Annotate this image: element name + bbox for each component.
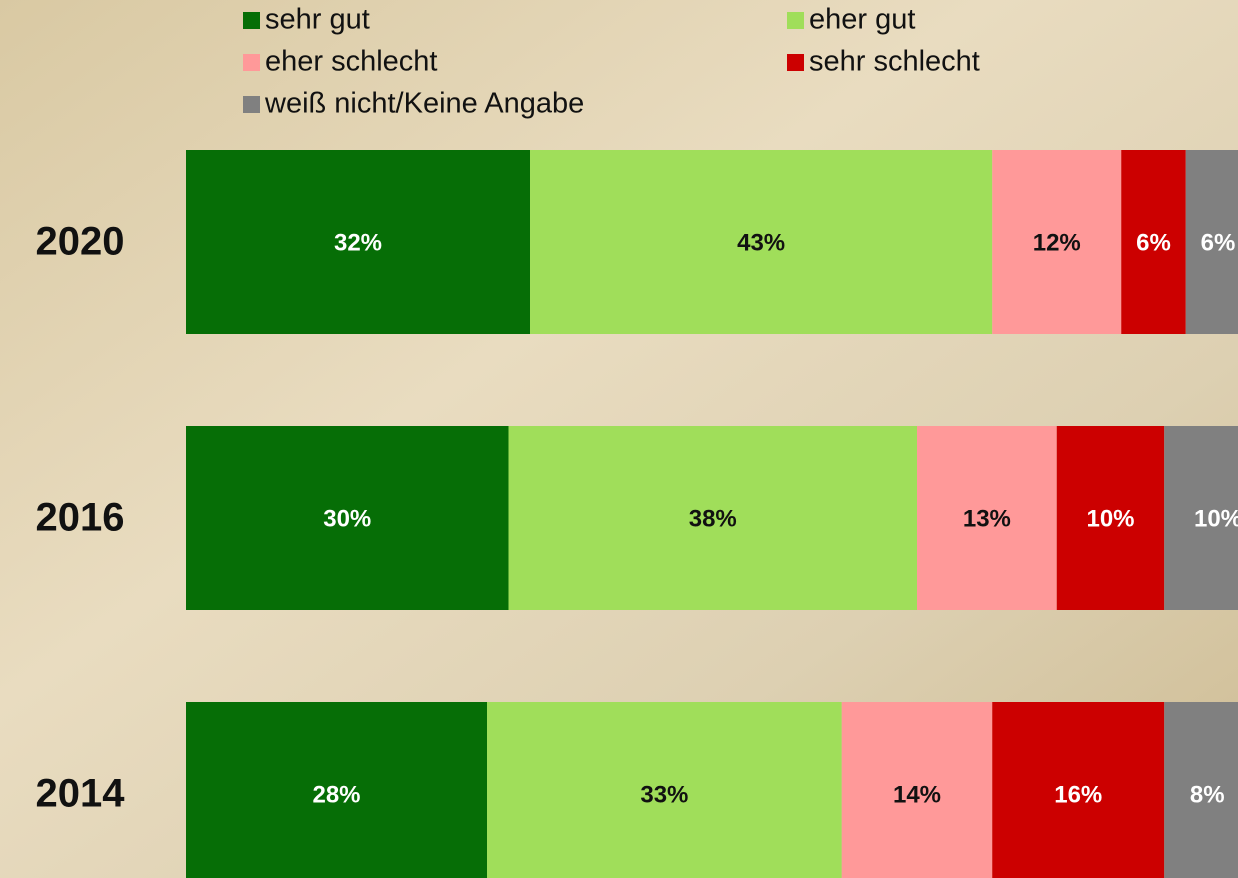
legend-swatch — [787, 54, 804, 71]
legend-label: sehr schlecht — [809, 46, 980, 78]
legend-label: eher gut — [809, 4, 915, 36]
value-label: 12% — [1033, 229, 1081, 256]
value-label: 33% — [640, 781, 688, 808]
value-label: 6% — [1201, 229, 1236, 256]
value-label: 13% — [963, 505, 1011, 532]
legend-swatch — [243, 12, 260, 29]
legend-label: weiß nicht/Keine Angabe — [264, 88, 584, 120]
value-label: 16% — [1054, 781, 1102, 808]
legend-label: eher schlecht — [265, 46, 438, 78]
legend-swatch — [243, 96, 260, 113]
value-label: 10% — [1086, 505, 1134, 532]
value-label: 43% — [737, 229, 785, 256]
category-label: 2016 — [36, 496, 125, 540]
value-label: 30% — [323, 505, 371, 532]
value-label: 32% — [334, 229, 382, 256]
value-label: 10% — [1194, 505, 1238, 532]
category-label: 2014 — [36, 772, 126, 816]
page: {"chart_data": {"type": "stacked_barh", … — [0, 0, 1238, 878]
value-label: 28% — [312, 781, 360, 808]
value-label: 14% — [893, 781, 941, 808]
value-label: 8% — [1190, 781, 1225, 808]
legend-label: sehr gut — [265, 4, 370, 36]
value-label: 6% — [1136, 229, 1171, 256]
value-label: 38% — [689, 505, 737, 532]
category-label: 2020 — [36, 220, 125, 264]
legend-swatch — [243, 54, 260, 71]
chart: sehr gut eher gut eher schlecht sehr schlec… — [0, 0, 1238, 878]
legend-swatch — [787, 12, 804, 29]
